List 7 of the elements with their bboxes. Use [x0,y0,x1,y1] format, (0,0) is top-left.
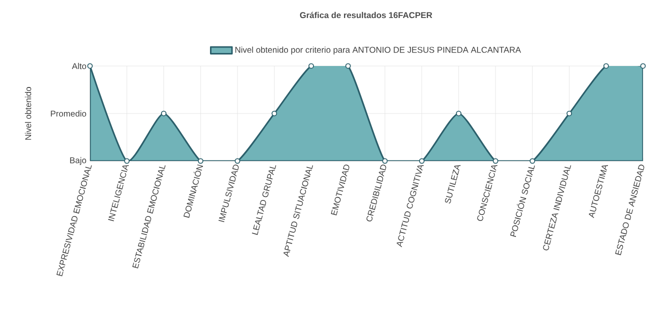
text: Bajo [70,157,86,165]
x-tick-label: LEALTAD GRUPAL [252,165,276,235]
chart-title: Gráfica de resultados 16FACPER [300,12,432,18]
legend-label: Nivel obtenido por criterio para ANTONIO DE JESUS PINEDA ALCANTARA [235,46,521,54]
text: Alto [72,62,86,70]
y-axis-title: Nivel obtenido [24,87,32,140]
text: Promedio [50,110,86,117]
